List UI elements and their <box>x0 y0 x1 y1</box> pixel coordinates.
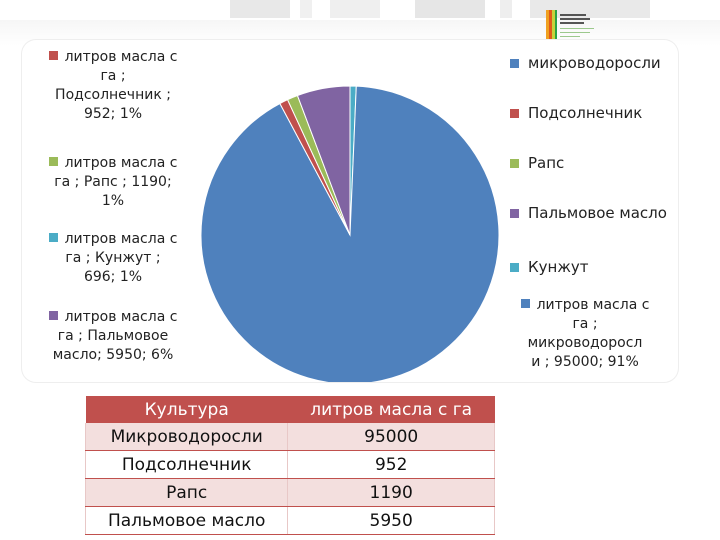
chart-panel: литров масла с га ; Подсолнечник ; 952; … <box>22 40 678 382</box>
university-logo <box>546 10 594 46</box>
slice-palm <box>296 85 351 236</box>
legend-item-sunflower: Подсолнечник <box>510 102 678 124</box>
data-label-sesame: литров масла с га ; Кунжут ; 696; 1% <box>28 230 198 287</box>
legend-swatch <box>510 209 519 218</box>
oil-yield-table: Культура литров масла с га Микроводоросл… <box>84 396 495 535</box>
column-header: литров масла с га <box>287 396 495 423</box>
swatch-microalgae <box>520 299 530 308</box>
table-cell: Пальмовое масло <box>84 506 289 535</box>
swatch-palm <box>48 311 58 320</box>
table-header-row: Культура литров масла с га <box>85 396 495 423</box>
top-decor-bars <box>0 0 720 20</box>
table-cell: Рапс <box>84 478 289 507</box>
data-label-palm: литров масла с га ; Пальмовое масло; 595… <box>28 308 198 365</box>
legend-swatch <box>510 109 519 118</box>
table-cell: 952 <box>287 450 495 479</box>
table-cell: Микроводоросли <box>84 423 289 451</box>
legend-item-microalgae: микроводоросли <box>510 52 678 74</box>
data-label-microalgae: литров масла с га ; микроводоросл и ; 95… <box>500 296 670 372</box>
table-row: Рапс 1190 <box>84 478 495 507</box>
pie-chart <box>200 85 500 382</box>
table-row: Микроводоросли 95000 <box>84 423 495 451</box>
data-label-sunflower: литров масла с га ; Подсолнечник ; 952; … <box>28 48 198 124</box>
legend-item-palm: Пальмовое масло <box>510 202 678 224</box>
legend-swatch <box>510 159 519 168</box>
swatch-rapeseed <box>48 157 58 166</box>
table-cell: 1190 <box>287 478 495 507</box>
table-row: Подсолнечник 952 <box>84 450 495 479</box>
legend-swatch <box>510 59 519 68</box>
table-cell: 5950 <box>287 506 495 535</box>
table-cell: 95000 <box>287 423 495 451</box>
table-cell: Подсолнечник <box>84 450 289 479</box>
legend-item-rapeseed: Рапс <box>510 152 678 174</box>
swatch-sunflower <box>48 51 58 60</box>
data-label-rapeseed: литров масла с га ; Рапс ; 1190; 1% <box>28 154 198 211</box>
column-header: Культура <box>85 396 288 423</box>
slice-microalgae <box>200 85 500 382</box>
swatch-sesame <box>48 233 58 242</box>
legend-swatch <box>510 263 519 272</box>
legend-item-sesame: Кунжут <box>510 256 678 278</box>
table-row: Пальмовое масло 5950 <box>84 506 495 535</box>
